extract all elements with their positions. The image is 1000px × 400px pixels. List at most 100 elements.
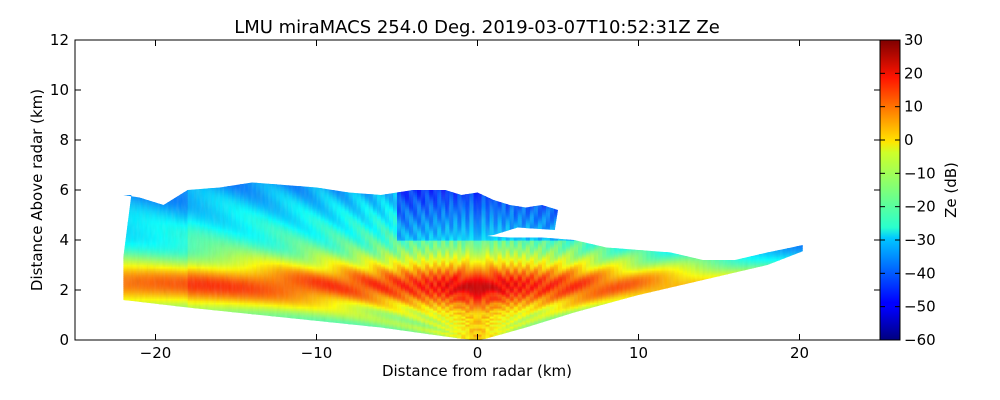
reflectivity-cell (288, 336, 293, 339)
reflectivity-cell (332, 334, 338, 337)
reflectivity-cell (248, 324, 253, 327)
reflectivity-cell (179, 332, 185, 335)
reflectivity-cell (135, 334, 141, 337)
reflectivity-cell (248, 326, 253, 329)
reflectivity-cell (199, 328, 205, 331)
reflectivity-cell (312, 182, 318, 185)
reflectivity-cell (364, 328, 370, 331)
reflectivity-cell (272, 324, 277, 327)
reflectivity-cell (356, 190, 362, 193)
reflectivity-cell (167, 308, 173, 311)
reflectivity-cell (123, 200, 128, 203)
reflectivity-cell (344, 326, 350, 329)
reflectivity-cell (227, 312, 233, 315)
reflectivity-cell (316, 326, 322, 329)
reflectivity-cell (147, 310, 153, 313)
reflectivity-cell (163, 194, 169, 197)
reflectivity-cell (364, 326, 370, 329)
reflectivity-cell (143, 308, 149, 311)
reflectivity-cell (236, 330, 241, 333)
reflectivity-cell (199, 184, 205, 187)
reflectivity-cell (143, 192, 149, 195)
reflectivity-cell (207, 334, 213, 337)
reflectivity-cell (356, 334, 362, 337)
reflectivity-cell (308, 322, 314, 325)
reflectivity-cell (171, 320, 177, 323)
reflectivity-cell (179, 318, 185, 321)
reflectivity-cell (187, 308, 193, 311)
reflectivity-cell (296, 326, 302, 329)
reflectivity-cell (139, 190, 145, 193)
reflectivity-cell (167, 196, 173, 199)
reflectivity-cell (127, 188, 132, 191)
reflectivity-cell (163, 334, 169, 337)
reflectivity-cell (191, 322, 197, 325)
reflectivity-cell (131, 336, 136, 339)
reflectivity-cell (159, 334, 165, 337)
reflectivity-cell (187, 186, 193, 189)
reflectivity-cell (139, 182, 145, 183)
reflectivity-cell (223, 322, 229, 325)
reflectivity-cell (215, 320, 221, 323)
reflectivity-cell (171, 318, 177, 321)
reflectivity-cell (171, 314, 177, 317)
reflectivity-cell (356, 328, 362, 331)
reflectivity-cell (123, 334, 128, 337)
reflectivity-cell (179, 188, 185, 191)
reflectivity-cell (268, 336, 273, 339)
reflectivity-cell (284, 324, 289, 327)
reflectivity-cell (195, 182, 201, 183)
reflectivity-cell (300, 328, 306, 331)
reflectivity-cell (175, 186, 181, 189)
reflectivity-cell (179, 324, 185, 327)
reflectivity-cell (207, 182, 213, 183)
reflectivity-cell (256, 322, 261, 325)
reflectivity-cell (260, 316, 265, 319)
reflectivity-cell (256, 332, 261, 335)
reflectivity-cell (191, 334, 197, 337)
reflectivity-cell (264, 182, 269, 183)
reflectivity-cell (215, 330, 221, 333)
reflectivity-cell (256, 336, 261, 339)
reflectivity-cell (280, 320, 285, 323)
reflectivity-cell (236, 336, 241, 339)
reflectivity-cell (183, 320, 189, 323)
reflectivity-cell (155, 182, 161, 183)
reflectivity-cell (296, 328, 302, 331)
reflectivity-cell (151, 324, 157, 327)
reflectivity-cell (300, 182, 306, 183)
reflectivity-cell (147, 198, 153, 201)
reflectivity-cell (143, 326, 149, 329)
reflectivity-cell (352, 328, 358, 331)
reflectivity-cell (348, 184, 354, 187)
reflectivity-cell (336, 186, 342, 189)
reflectivity-cell (175, 314, 181, 317)
reflectivity-cell (155, 326, 161, 329)
reflectivity-cell (123, 310, 128, 313)
reflectivity-cell (151, 316, 157, 319)
reflectivity-cell (127, 186, 132, 189)
reflectivity-cell (248, 182, 253, 183)
reflectivity-cell (308, 182, 314, 183)
reflectivity-cell (163, 200, 169, 203)
reflectivity-cell (179, 186, 185, 189)
reflectivity-cell (288, 324, 293, 327)
reflectivity-cell (288, 182, 293, 183)
reflectivity-cell (252, 324, 257, 327)
reflectivity-cell (151, 190, 157, 193)
reflectivity-cell (123, 218, 128, 221)
reflectivity-cell (203, 186, 209, 189)
reflectivity-cell (179, 326, 185, 329)
reflectivity-cell (131, 314, 136, 317)
reflectivity-cell (292, 182, 297, 185)
reflectivity-cell (151, 312, 157, 315)
reflectivity-cell (179, 334, 185, 337)
reflectivity-cell (131, 182, 136, 183)
reflectivity-cell (248, 334, 253, 337)
reflectivity-cell (175, 312, 181, 315)
reflectivity-cell (364, 188, 370, 191)
reflectivity-cell (211, 336, 217, 339)
reflectivity-field (123, 182, 803, 340)
reflectivity-cell (336, 326, 342, 329)
reflectivity-cell (179, 310, 185, 313)
